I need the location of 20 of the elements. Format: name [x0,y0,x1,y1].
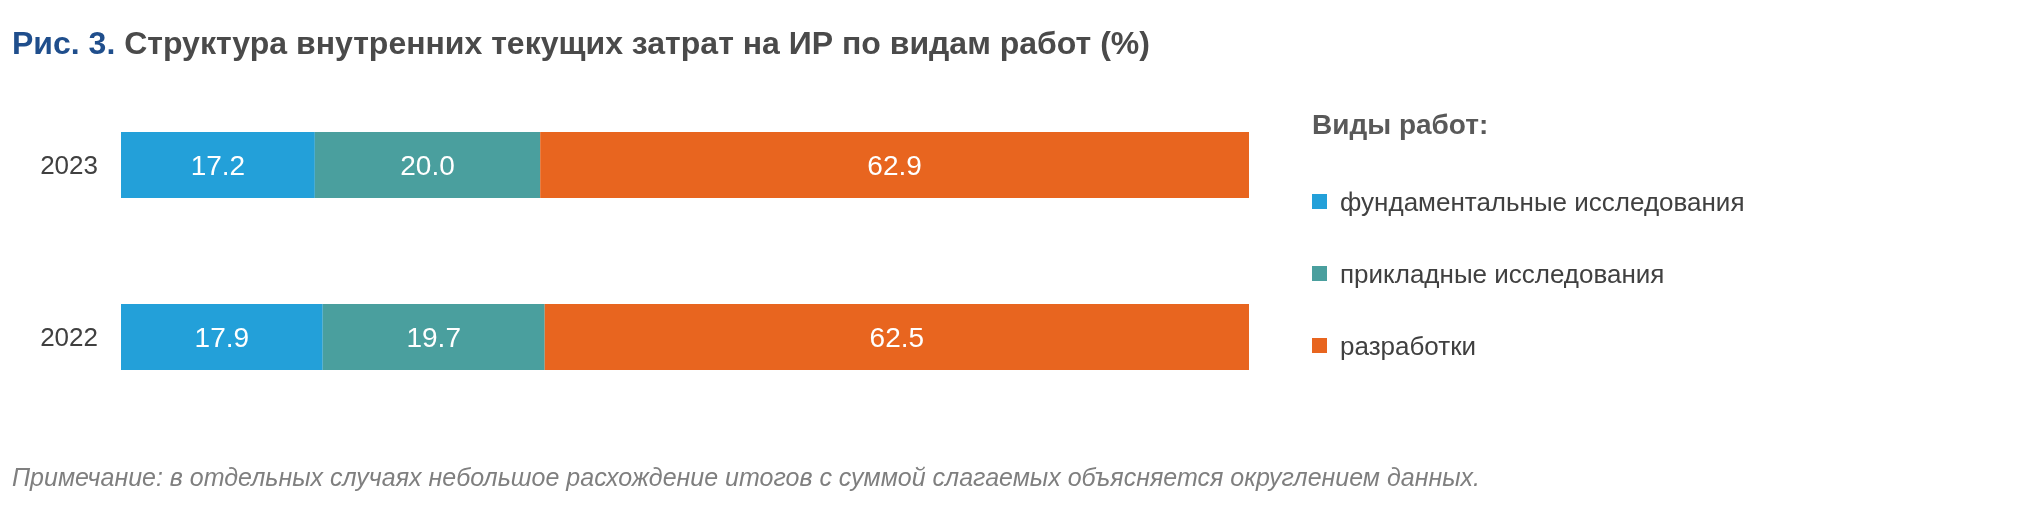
data-label: 62.5 [869,321,925,353]
legend-label: разработки [1340,331,1477,362]
data-label: 20.0 [400,149,455,181]
bar [540,132,1249,198]
legend-label: прикладные исследования [1340,259,1665,290]
chart-title: Рис. 3. Структура внутренних текущих затрат на ИР по видам работ (%) [12,25,1150,61]
legend-label: фундаментальные исследования [1340,187,1745,218]
text: Примечание: в отдельных случаях небольшое расхождение итогов с суммой слагаемых объясняется округлением данных. [12,463,1481,491]
data-label: 17.2 [190,149,246,181]
bar [121,132,315,198]
bar [121,304,323,370]
bar [544,304,1249,370]
bar [322,304,545,370]
bar [314,132,541,198]
y-tick-label: 2022 [40,322,98,353]
legend-title: Виды работ: [1312,109,1489,140]
data-label: 19.7 [406,321,461,353]
data-label: 17.9 [194,321,250,353]
data-label: 62.9 [867,149,922,181]
y-tick-label: 2023 [40,150,98,181]
